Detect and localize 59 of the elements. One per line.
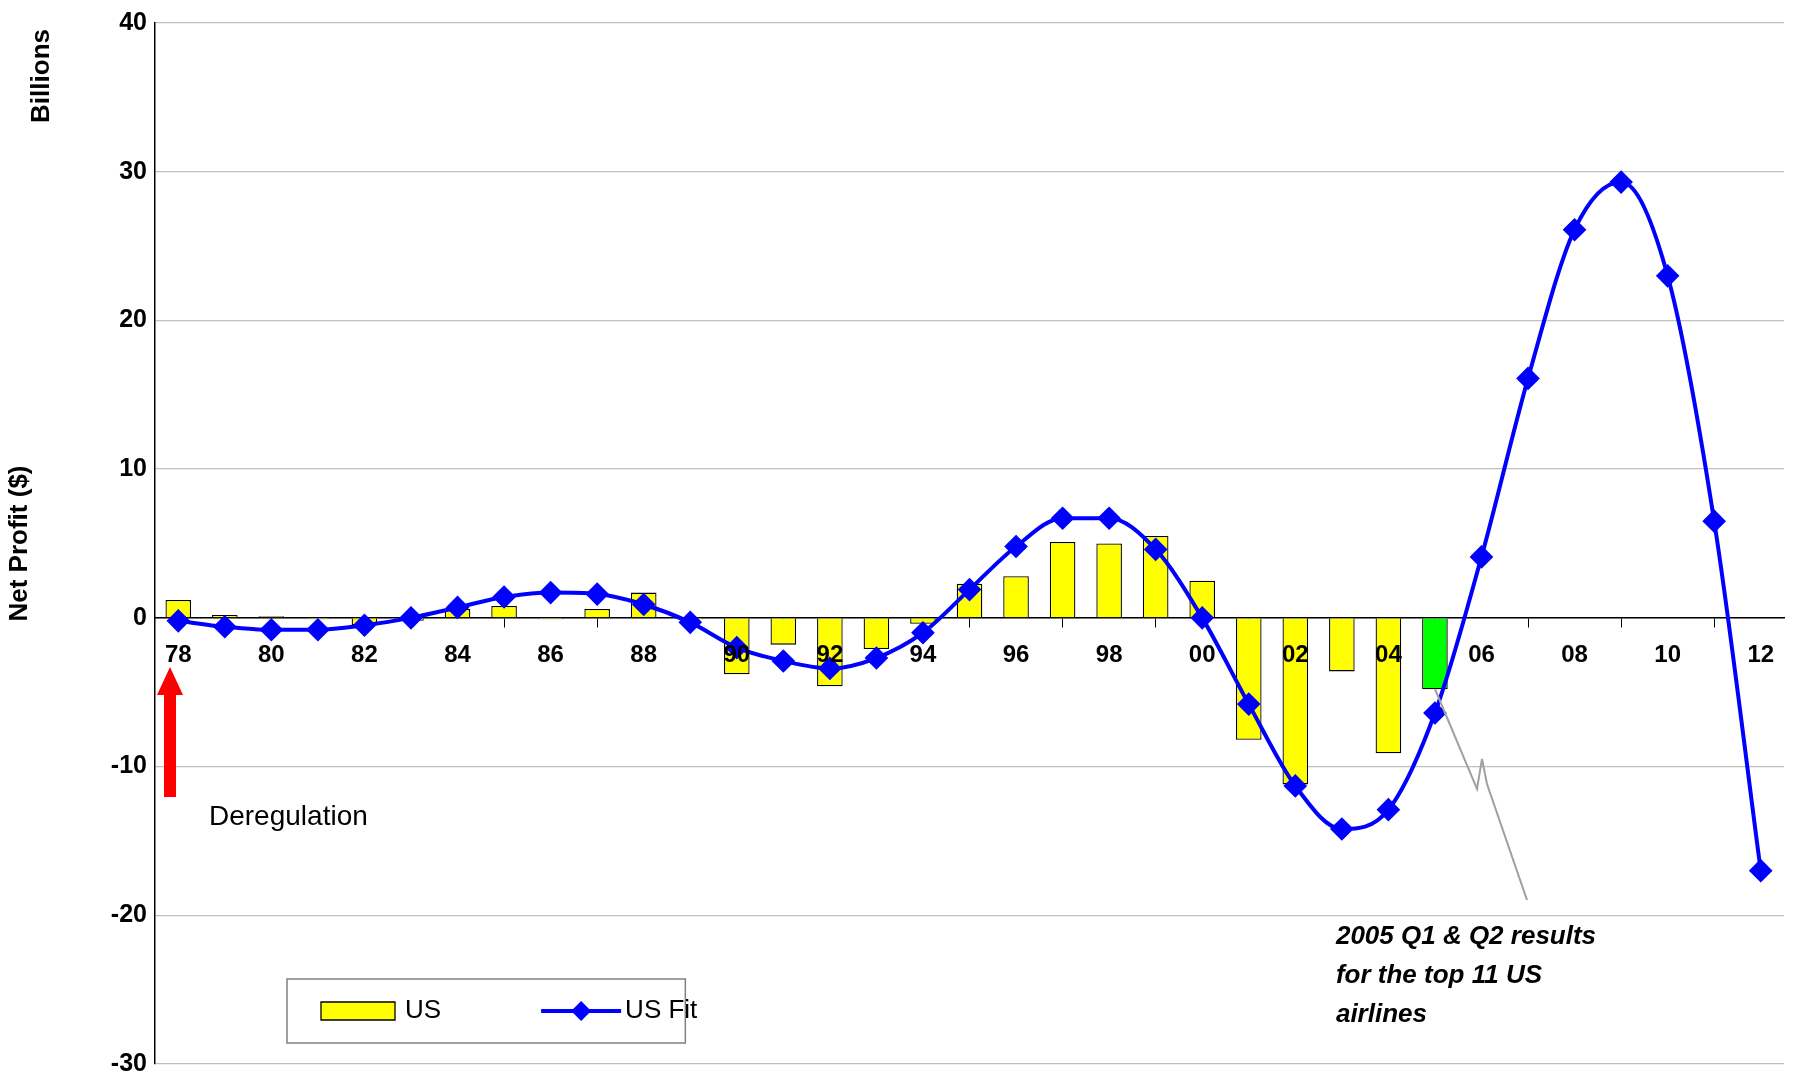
x-tick-label: 08: [1561, 639, 1588, 667]
y-tick-label: 10: [119, 453, 147, 482]
point: [1144, 538, 1167, 561]
x-tick-label: 88: [630, 639, 658, 667]
point: [1098, 507, 1121, 530]
point: [167, 609, 190, 632]
point: [1284, 774, 1307, 797]
point: [353, 614, 376, 637]
point: [1703, 510, 1726, 533]
point: [586, 583, 609, 606]
x-tick-label: 00: [1188, 639, 1216, 667]
point: [399, 606, 422, 629]
point: [1330, 818, 1353, 841]
point: [1191, 606, 1214, 629]
point: [1423, 702, 1446, 725]
x-tick-label: 78: [164, 639, 192, 667]
x-tick-label: 84: [444, 639, 472, 667]
y-tick-label: -10: [110, 750, 147, 779]
point: [1517, 367, 1540, 390]
annotation: Deregulation: [209, 799, 368, 831]
annotation: 2005 Q1 & Q2 results for the top 11 US airlines: [1334, 920, 1597, 1029]
point: [260, 618, 283, 641]
y-tick-label: -30: [110, 1047, 147, 1076]
point: [1749, 859, 1772, 882]
x-tick-label: 98: [1095, 639, 1123, 667]
text: Billions: [25, 29, 56, 123]
x-tick-label: 80: [258, 639, 285, 667]
point: [306, 618, 329, 641]
point: [772, 649, 795, 672]
x-tick-label: 96: [1002, 639, 1030, 667]
point: [1610, 171, 1633, 194]
point: [865, 647, 888, 670]
point: [539, 581, 562, 604]
x-tick-label: 82: [351, 639, 378, 667]
y-tick-label: 40: [119, 6, 147, 35]
point: [1237, 693, 1260, 716]
legend-label: US: [405, 994, 442, 1025]
x-tick-label: 06: [1468, 639, 1495, 667]
point: [1656, 264, 1679, 287]
point: [213, 615, 236, 638]
point: [911, 621, 934, 644]
x-tick-label: 12: [1747, 639, 1775, 667]
y-tick-label: 0: [133, 601, 147, 630]
point: [1051, 507, 1074, 530]
point: [1377, 798, 1400, 821]
point: [446, 596, 469, 619]
y-tick-label: -20: [110, 899, 147, 928]
point: [1470, 545, 1493, 568]
point: [679, 611, 702, 634]
y-tick-label: 30: [119, 155, 147, 184]
x-tick-label: 86: [537, 639, 564, 667]
x-tick-label: 10: [1654, 639, 1681, 667]
point: [1563, 218, 1586, 241]
x-tick-label: 94: [909, 639, 937, 667]
legend-label: US Fit: [625, 994, 699, 1025]
point: [1005, 535, 1028, 558]
y-axis-title: Net Profit ($): [2, 465, 33, 622]
y-tick-label: 20: [119, 304, 147, 333]
point: [493, 586, 516, 609]
